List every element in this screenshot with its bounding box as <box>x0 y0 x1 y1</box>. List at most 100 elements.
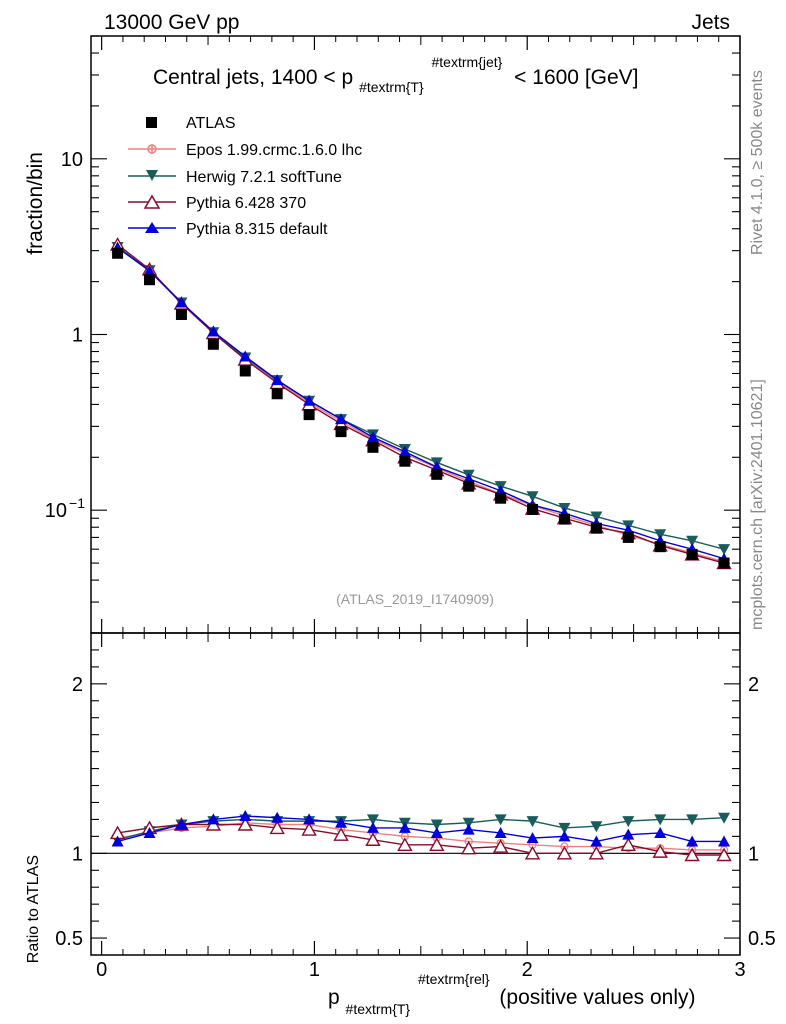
data-point-pythia-8-315-default <box>303 394 316 406</box>
y-tick-exponent: −1 <box>69 495 85 511</box>
ratio-point-pythia-6-428-370 <box>524 845 541 860</box>
data-point-herwig-7-2-1-softtune <box>526 491 539 503</box>
data-point-atlas <box>654 541 666 553</box>
ratio-point-pythia-8-315-default <box>462 823 475 835</box>
chart-title-prefix: Central jets, 1400 < p <box>153 66 353 89</box>
legend: ATLAS Epos 1.99.crmc.1.6.0 lhc Herwig 7.… <box>128 115 362 238</box>
chart-title: Central jets, 1400 < p #textrm{T} #textr… <box>153 49 639 97</box>
legend-item-herwig: Herwig 7.2.1 softTune <box>128 169 342 186</box>
ratio-line-pythia-8-315-default <box>117 815 725 843</box>
x-tick-label: 0 <box>96 959 107 981</box>
ratio-line-pythia-6-428-370 <box>117 823 725 856</box>
data-point-atlas <box>399 455 411 467</box>
series-line-pythia-8-315-default <box>117 247 725 560</box>
legend-item-pythia6: Pythia 6.428 370 <box>128 194 306 212</box>
ratio-point-herwig-7-2-1-softtune <box>654 814 667 826</box>
data-point-atlas <box>622 531 634 543</box>
data-point-atlas <box>463 480 475 492</box>
data-point-herwig-7-2-1-softtune <box>686 535 699 547</box>
data-point-atlas <box>558 513 570 525</box>
data-point-pythia-8-315-default <box>143 264 156 276</box>
series-layer <box>109 237 732 570</box>
data-point-herwig-7-2-1-softtune <box>718 544 731 556</box>
series-herwig-7-2-1-softtune <box>111 241 731 556</box>
legend-marker-pythia6 <box>143 194 161 209</box>
legend-label-pythia8: Pythia 8.315 default <box>186 221 328 238</box>
ratio-point-pythia-8-315-default <box>335 816 348 828</box>
ratio-line-herwig-7-2-1-softtune <box>117 817 725 841</box>
data-point-atlas <box>271 388 283 400</box>
ratio-point-pythia-6-428-370 <box>460 840 477 855</box>
ratio-point-pythia-6-428-370 <box>333 827 349 841</box>
ratio-point-pythia-6-428-370 <box>492 839 509 853</box>
ratio-point-pythia-6-428-370 <box>684 847 700 862</box>
data-point-herwig-7-2-1-softtune <box>590 511 603 523</box>
ratio-y-axis-label: Ratio to ATLAS <box>25 855 42 963</box>
data-point-atlas <box>367 441 379 453</box>
data-point-atlas <box>431 468 443 480</box>
legend-label-epos: Epos 1.99.crmc.1.6.0 lhc <box>186 142 362 159</box>
legend-marker-herwig <box>146 170 158 181</box>
ratio-point-pythia-6-428-370 <box>588 845 605 860</box>
ratio-point-pythia-8-315-default <box>654 826 667 838</box>
ratio-point-pythia-8-315-default <box>686 835 699 847</box>
y-axis-label: fraction/bin <box>24 152 47 255</box>
ratio-tick-label-left: 0.5 <box>55 928 83 950</box>
y-tick-label: 10 <box>45 500 67 522</box>
ratio-point-pythia-6-428-370 <box>397 837 413 852</box>
ratio-point-herwig-7-2-1-softtune <box>526 816 539 828</box>
data-point-pythia-8-315-default <box>207 325 220 337</box>
chart-title-sup: #textrm{jet} <box>432 54 503 70</box>
ratio-point-pythia-6-428-370 <box>716 847 732 862</box>
ratio-point-pythia-6-428-370 <box>620 837 636 852</box>
ratio-tick-label-left: 2 <box>72 674 83 696</box>
ratio-layer <box>109 810 732 862</box>
data-point-atlas <box>207 338 219 350</box>
ratio-point-pythia-6-428-370 <box>652 844 668 858</box>
data-point-pythia-8-315-default <box>335 413 348 425</box>
ratio-plot-frame <box>90 632 741 956</box>
ratio-tick-label-right: 2 <box>748 674 759 696</box>
ratio-point-pythia-8-315-default <box>175 818 188 830</box>
x-axis-label-sub: #textrm{T} <box>346 1001 411 1017</box>
legend-label-atlas: ATLAS <box>186 115 236 132</box>
legend-item-pythia8: Pythia 8.315 default <box>128 221 328 238</box>
analysis-label: (ATLAS_2019_I1740909) <box>336 591 494 607</box>
series-pythia-8-315-default <box>111 241 731 564</box>
data-point-atlas <box>495 492 507 504</box>
ratio-point-pythia-6-428-370 <box>365 832 381 846</box>
data-point-atlas <box>303 409 315 421</box>
x-tick-label: 1 <box>309 959 320 981</box>
data-point-atlas <box>686 548 698 560</box>
ratio-point-pythia-8-315-default <box>207 813 220 825</box>
series-line-herwig-7-2-1-softtune <box>117 246 725 550</box>
data-point-pythia-8-315-default <box>366 431 379 443</box>
ratio-point-herwig-7-2-1-softtune <box>686 814 699 826</box>
ratio-point-pythia-8-315-default <box>526 832 539 844</box>
x-axis-label-suffix: (positive values only) <box>499 986 695 1009</box>
ratio-point-pythia-8-315-default <box>303 813 316 825</box>
data-point-atlas <box>590 522 602 534</box>
data-point-atlas <box>175 308 187 320</box>
ratio-point-pythia-8-315-default <box>558 830 571 842</box>
side-label-rivet: Rivet 4.1.0, ≥ 500k events <box>749 70 766 255</box>
ratio-point-pythia-6-428-370 <box>429 837 445 852</box>
x-tick-label: 3 <box>734 959 745 981</box>
ratio-point-herwig-7-2-1-softtune <box>494 814 507 826</box>
ratio-tick-label-left: 1 <box>72 843 83 865</box>
ratio-point-pythia-8-315-default <box>494 826 507 838</box>
data-point-atlas <box>335 426 347 438</box>
y-tick-label: 10 <box>61 149 83 171</box>
data-point-atlas <box>718 557 730 569</box>
data-point-herwig-7-2-1-softtune <box>654 529 667 541</box>
series-line-pythia-6-428-370 <box>117 244 725 564</box>
legend-marker-atlas <box>146 117 157 128</box>
ratio-point-herwig-7-2-1-softtune <box>366 814 379 826</box>
ratio-point-pythia-8-315-default <box>398 821 411 833</box>
ratio-tick-label-right: 1 <box>748 843 759 865</box>
legend-marker-pythia8 <box>145 222 159 233</box>
ratio-series-pythia-8-315-default <box>111 810 731 847</box>
chart-title-suffix: < 1600 [GeV] <box>514 66 638 89</box>
ratio-point-pythia-6-428-370 <box>237 817 253 831</box>
